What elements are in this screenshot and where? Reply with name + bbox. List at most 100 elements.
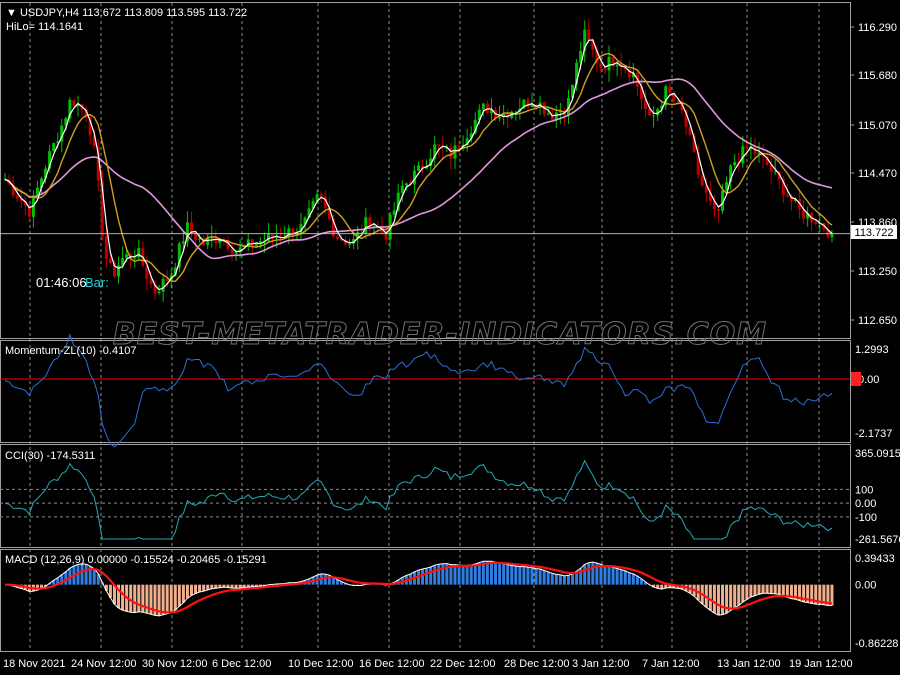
candle-body [40, 178, 44, 188]
candle-body [639, 86, 643, 100]
candle-body [327, 207, 331, 219]
pane-frame-3 [0, 549, 851, 652]
candle-body [575, 62, 579, 85]
time-label: 18 Nov 2021 [3, 658, 65, 670]
candle-body [271, 233, 275, 238]
candle-body [254, 243, 258, 247]
candle-body [599, 62, 603, 69]
pane-frame-0 [0, 2, 851, 339]
time-label: 28 Dec 12:00 [504, 658, 569, 670]
moving-average-slow [4, 78, 833, 260]
candle-body [210, 237, 214, 239]
candle-body [696, 152, 700, 175]
candle-body [729, 165, 733, 183]
candle-body [218, 239, 222, 243]
momentum-tick-label: -2.1737 [855, 428, 892, 440]
candle-body [129, 254, 133, 258]
svg-text:113.722: 113.722 [855, 227, 894, 239]
candle-body [611, 56, 615, 67]
price-tick-label: 114.470 [858, 168, 897, 180]
candle-body [664, 86, 668, 106]
candle-body [360, 232, 364, 234]
time-label: 22 Dec 12:00 [430, 658, 495, 670]
candle-body [469, 133, 473, 139]
candle-body [315, 194, 319, 202]
candle-body [668, 86, 672, 93]
macd-axis: 0.39433 0.00 -0.86228 [855, 553, 898, 650]
macd-signal-line [5, 561, 833, 614]
candle-body [364, 217, 368, 234]
candle-body [92, 135, 96, 147]
candle-body [311, 201, 315, 209]
candle-body [104, 236, 108, 259]
time-label: 19 Jan 12:00 [789, 658, 853, 670]
candle-body [623, 67, 627, 70]
candle-body [295, 232, 299, 236]
candle-body [64, 118, 68, 126]
momentum-zero-marker [851, 372, 861, 386]
candle-body [603, 68, 607, 71]
candle-body [303, 217, 307, 225]
time-label: 30 Nov 12:00 [142, 658, 207, 670]
candle-body [35, 187, 39, 196]
candle-body [550, 113, 554, 120]
macd-main-line [4, 560, 833, 617]
candle-body [465, 138, 469, 145]
candle-body [335, 236, 339, 239]
candle-body [814, 222, 818, 225]
price-tick-label: 116.290 [858, 22, 897, 34]
pane-frames [0, 2, 851, 652]
candle-body [173, 267, 177, 276]
vertical-grid [29, 3, 820, 651]
moving-average-fast [4, 39, 833, 291]
candle-body [652, 115, 656, 117]
candle-body [177, 243, 181, 268]
candle-body [769, 164, 773, 172]
candle-body [352, 238, 356, 244]
candle-body [429, 158, 433, 167]
time-label: 10 Dec 12:00 [288, 658, 353, 670]
candle-body [137, 248, 141, 258]
candle-body [712, 201, 716, 210]
macd-tick-label: -0.86228 [855, 638, 898, 650]
candle-body [404, 183, 408, 186]
momentum-tick-label: 1.2993 [855, 344, 889, 356]
time-label: 24 Nov 12:00 [71, 658, 136, 670]
candle-body [595, 49, 599, 63]
candle-body [412, 170, 416, 185]
candle-body [392, 210, 396, 215]
price-tick-label: 112.650 [858, 315, 897, 327]
candle-body [522, 99, 526, 109]
price-tick-label: 115.070 [858, 120, 897, 132]
candle-body [384, 233, 388, 240]
candle-body [185, 222, 189, 242]
candle-body [530, 104, 534, 107]
candle-body [473, 119, 477, 134]
candle-body [781, 179, 785, 196]
price-tick-label: 113.250 [858, 266, 897, 278]
candle-body [112, 262, 116, 277]
candle-body [133, 257, 137, 259]
candle-body [607, 56, 611, 71]
candle-body [692, 135, 696, 153]
momentum-label: Momentum-ZL(10) -0.4107 [5, 345, 136, 357]
candle-body [489, 110, 493, 114]
candle-body [449, 147, 453, 159]
momentum-axis: 1.2993 0.00 -2.1737 [855, 344, 892, 440]
candle-body [52, 142, 56, 152]
candle-body [23, 201, 27, 206]
candle-body [425, 166, 429, 169]
cci-axis: 365.0915 100 0.00 -100 -261.5676 [855, 448, 900, 546]
candle-body [676, 101, 680, 103]
momentum-line [4, 333, 833, 448]
candle-body [745, 146, 749, 149]
candle-body [765, 156, 769, 165]
candle-body [267, 233, 271, 241]
time-label: 3 Jan 12:00 [572, 658, 630, 670]
hilo-label: HiLo= 114.1641 [6, 21, 83, 33]
candle-body [125, 254, 129, 259]
candle-body [96, 146, 100, 181]
dropdown-triangle-icon[interactable]: ▼ [6, 7, 20, 19]
candle-body [307, 208, 311, 218]
